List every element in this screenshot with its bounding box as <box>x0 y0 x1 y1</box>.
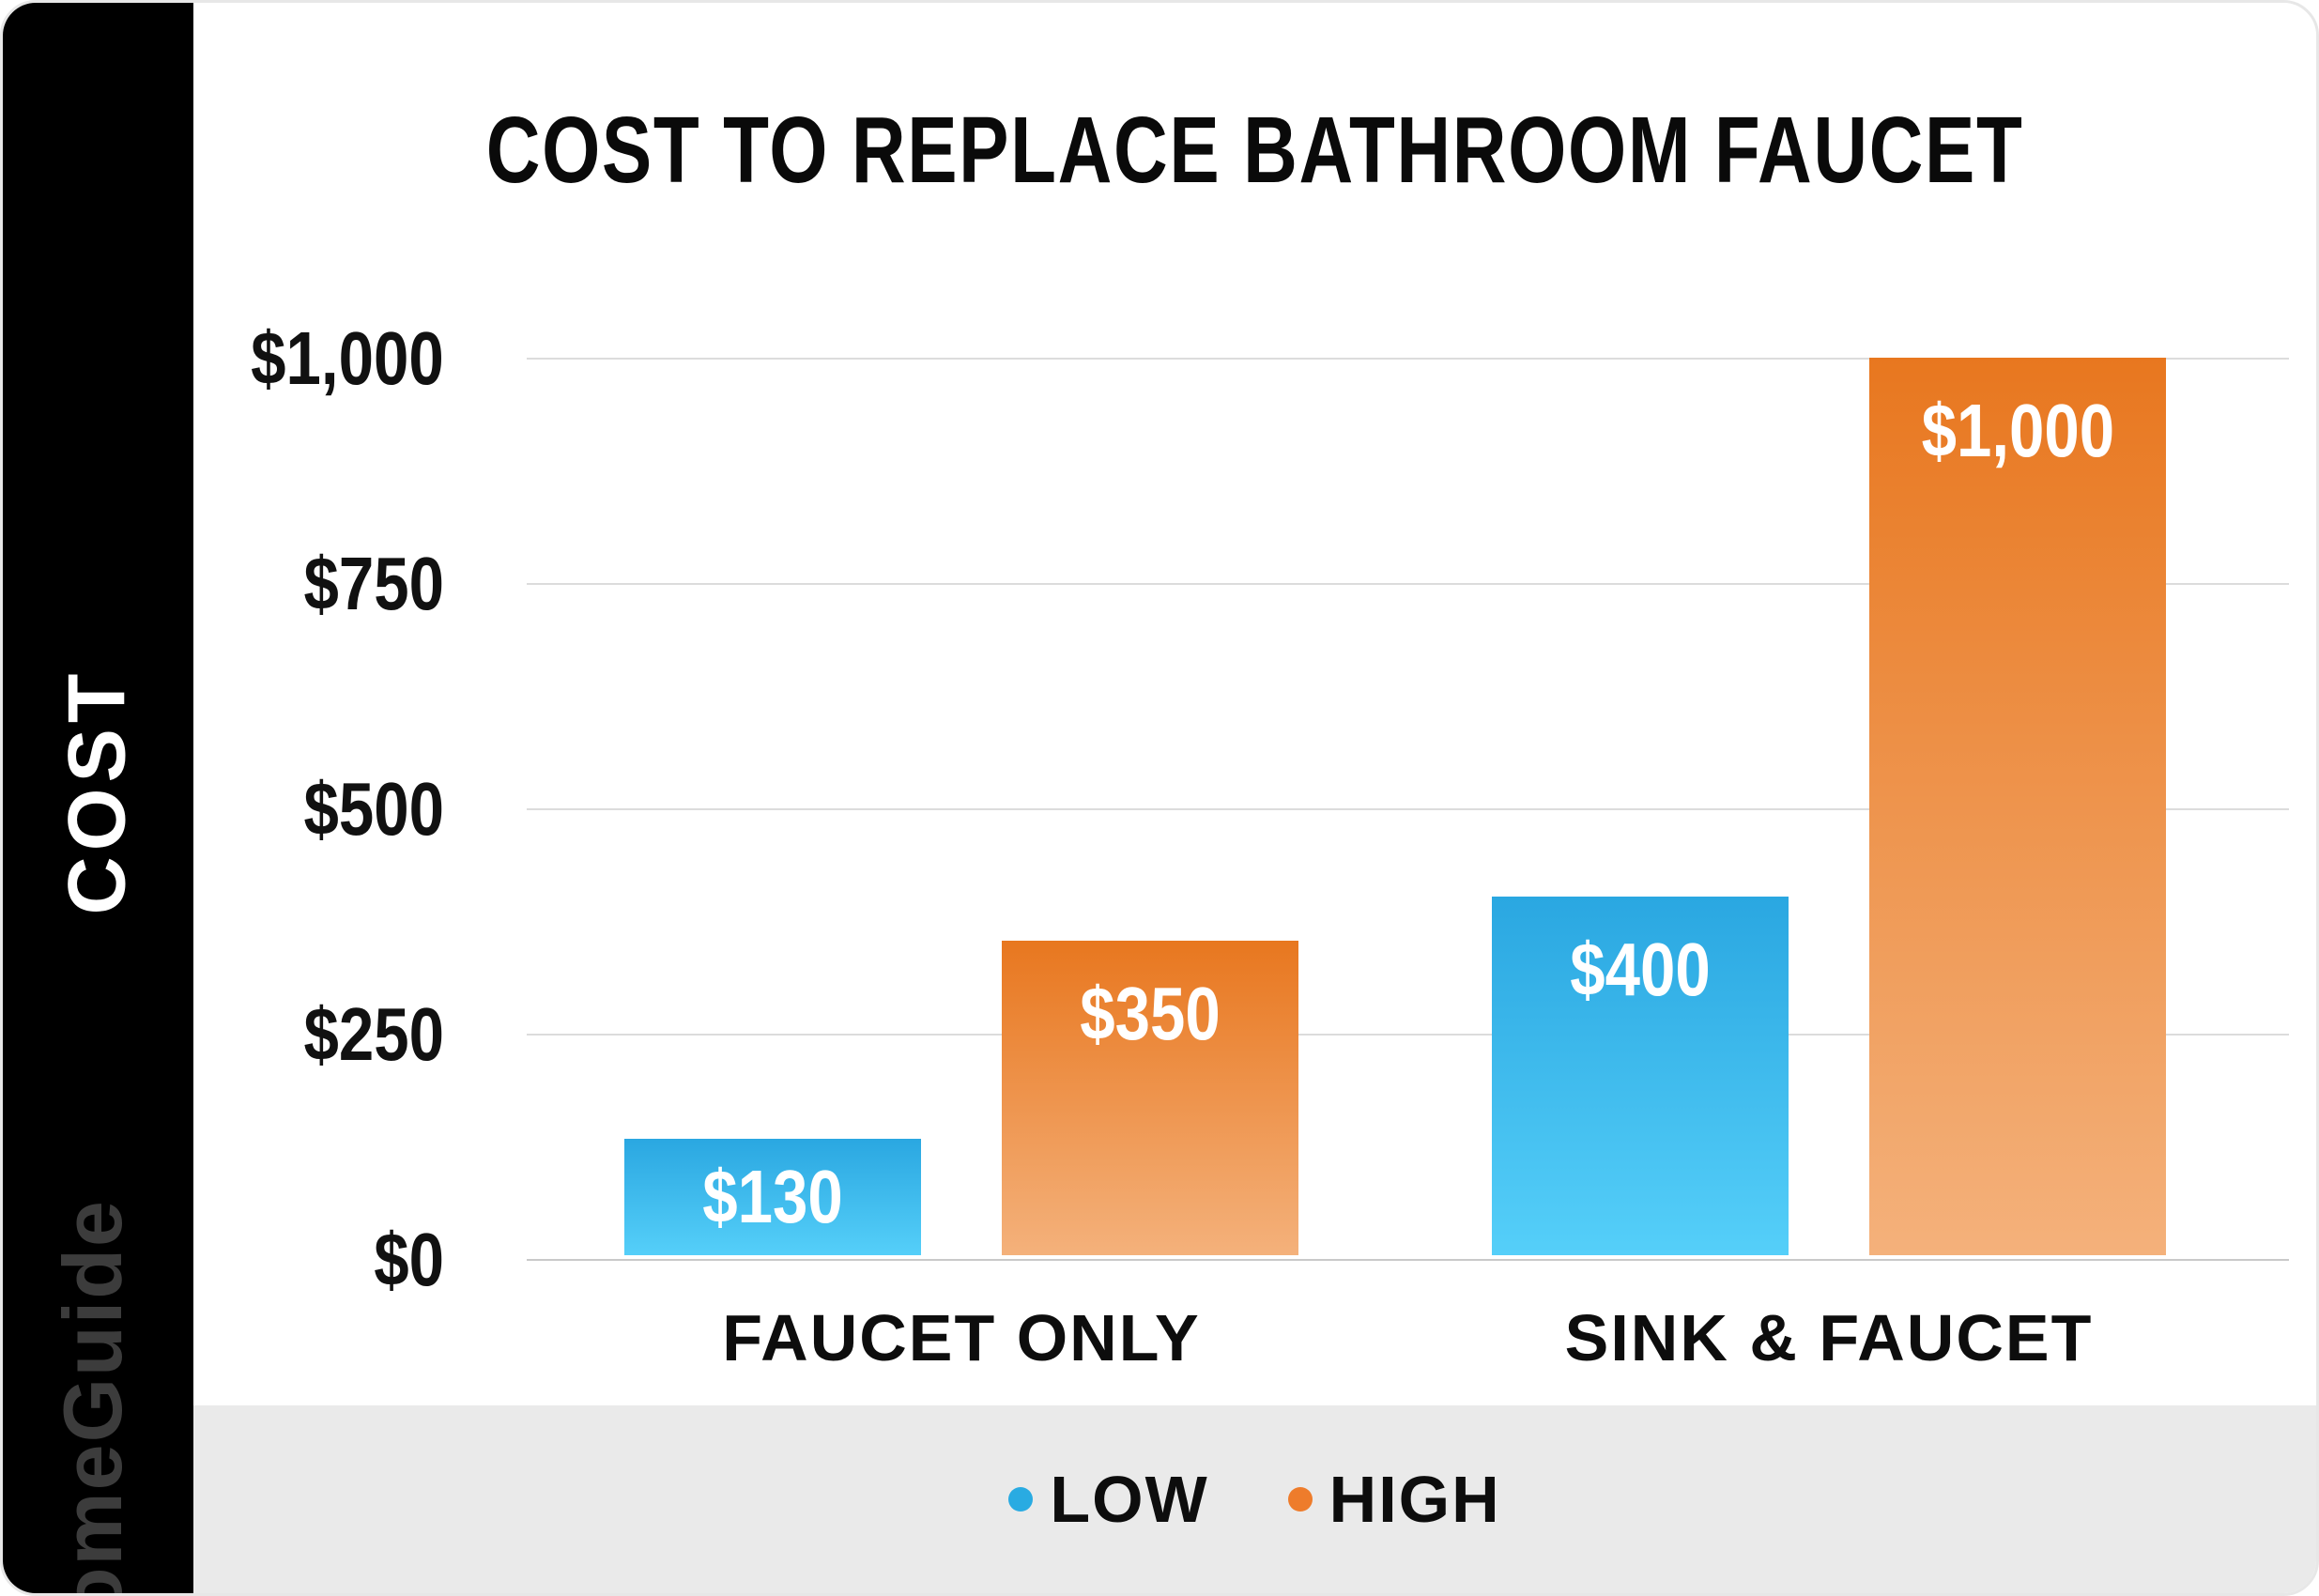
bar-value-label: $130 <box>702 1154 843 1238</box>
y-tick-label: $750 <box>303 542 444 625</box>
gridline-0 <box>527 1259 2289 1261</box>
chart-title: COST TO REPLACE BATHROOM FAUCET <box>485 98 2024 203</box>
legend-item-high: HIGH <box>1287 1462 1501 1537</box>
bar-value-label: $1,000 <box>1921 389 2114 472</box>
x-category-label: FAUCET ONLY <box>722 1301 1201 1374</box>
gridline-500 <box>527 808 2289 810</box>
y-axis-title: COST <box>52 668 143 915</box>
legend-dot-low <box>1008 1487 1034 1512</box>
gridline-250 <box>527 1034 2289 1036</box>
x-category-label: SINK & FAUCET <box>1564 1301 2094 1374</box>
bar-low-2[interactable]: $400 <box>1492 896 1789 1255</box>
gridline-1000 <box>527 358 2289 360</box>
legend-item-low: LOW <box>1008 1462 1208 1537</box>
legend: LOW HIGH <box>193 1405 2316 1593</box>
legend-label: LOW <box>1050 1463 1209 1536</box>
bar-high-1[interactable]: $350 <box>1002 941 1298 1255</box>
plot-area: COST TO REPLACE BATHROOM FAUCET $0 $250 $5… <box>193 3 2316 1411</box>
left-sidebar <box>3 3 193 1593</box>
y-tick-label: $500 <box>303 767 444 851</box>
y-tick-label: $1,000 <box>251 316 444 400</box>
y-tick-label: $0 <box>374 1218 444 1301</box>
legend-label: HIGH <box>1328 1463 1501 1536</box>
bar-value-label: $350 <box>1080 972 1221 1056</box>
y-tick-label: $250 <box>303 992 444 1076</box>
gridline-750 <box>527 583 2289 585</box>
bar-low-1[interactable]: $130 <box>624 1138 921 1255</box>
legend-dot-high <box>1287 1487 1313 1512</box>
bar-high-2[interactable]: $1,000 <box>1869 358 2166 1255</box>
bar-value-label: $400 <box>1570 927 1711 1011</box>
homeguide-watermark: HomeGuide <box>46 1199 139 1596</box>
